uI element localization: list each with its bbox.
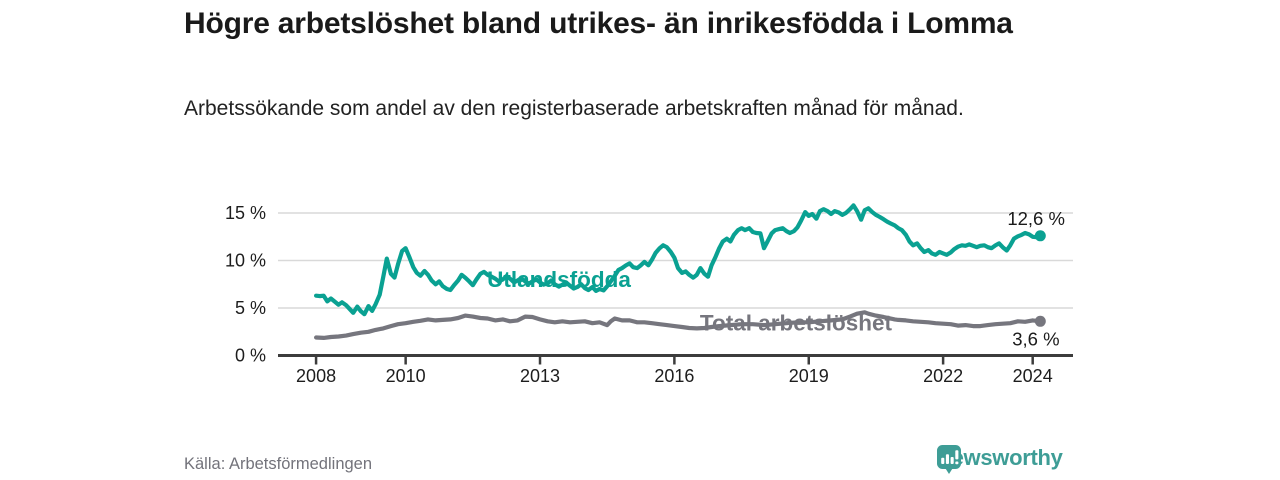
x-tick-label-2008: 2008	[296, 366, 336, 386]
series-lines	[314, 203, 1046, 340]
x-tick-label-2022: 2022	[923, 366, 963, 386]
x-tick-labels: 2008 2010 2013 2016 2019 2022 2024	[296, 366, 1053, 386]
end-value-label-utlandsf-dda: 12,6 %	[1007, 208, 1065, 229]
series-end-dot-utlandsf-dda	[1034, 230, 1046, 242]
newsworthy-logo-icon	[937, 445, 961, 474]
series-inline-labels: Utlandsfödda Total arbetslöshet	[487, 267, 892, 336]
series-label-total-arbetsl-shet: Total arbetslöshet	[700, 311, 893, 336]
series-end-dot-total-arbetsl-shet	[1034, 315, 1046, 327]
series-line-utlandsf-dda	[314, 203, 1043, 317]
y-tick-labels: 0 % 5 % 10 % 15 %	[225, 203, 266, 365]
x-tick-label-2013: 2013	[520, 366, 560, 386]
x-tick-label-2016: 2016	[654, 366, 694, 386]
x-tick-label-2019: 2019	[789, 366, 829, 386]
y-tick-label-5: 5 %	[235, 298, 266, 318]
series-label-utlandsf-dda: Utlandsfödda	[487, 267, 631, 292]
y-tick-label-15: 15 %	[225, 203, 266, 223]
end-value-label-total-arbetsl-shet: 3,6 %	[1012, 329, 1059, 350]
source-credit: Källa: Arbetsförmedlingen	[184, 455, 373, 473]
brand-lockup: Newsworthy	[936, 444, 1063, 476]
y-tick-label-0: 0 %	[235, 346, 266, 366]
x-tick-label-2024: 2024	[1013, 366, 1053, 386]
x-axis	[278, 354, 1073, 365]
series-line-total-arbetsl-shet	[314, 310, 1043, 340]
page-subtitle: Arbetssökande som andel av den registerb…	[184, 97, 964, 120]
x-tick-label-2010: 2010	[386, 366, 426, 386]
y-tick-label-10: 10 %	[225, 251, 266, 271]
page-title: Högre arbetslöshet bland utrikes- än inr…	[184, 7, 1013, 40]
series-end-value-labels: 12,6 % 3,6 %	[1007, 208, 1065, 350]
